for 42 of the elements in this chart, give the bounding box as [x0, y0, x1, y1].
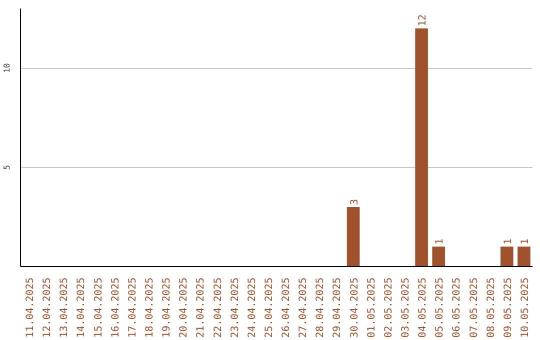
x-tick-label: 13.04.2025: [59, 277, 70, 338]
x-tick-label: 29.04.2025: [332, 277, 344, 338]
bar: [415, 28, 428, 266]
x-tick-label: 11.04.2025: [25, 277, 36, 338]
x-tick-label: 02.05.2025: [383, 277, 394, 338]
x-tick-label: 30.04.2025: [349, 277, 360, 338]
x-tick-label: 23.04.2025: [230, 277, 241, 338]
y-tick-label: 10: [2, 63, 12, 73]
data-label: 1: [502, 238, 514, 245]
x-tick-label: 25.04.2025: [264, 277, 275, 338]
data-label: 3: [349, 198, 360, 205]
x-tick-label: 22.04.2025: [212, 277, 224, 338]
x-tick-label: 28.04.2025: [315, 277, 326, 338]
x-tick-label: 20.04.2025: [178, 277, 190, 338]
x-tick-label: 06.05.2025: [452, 277, 463, 338]
x-tick-label: 15.04.2025: [93, 277, 104, 338]
x-tick-label: 07.05.2025: [468, 277, 480, 338]
x-tick-label: 16.04.2025: [110, 277, 122, 338]
x-tick-label: 04.05.2025: [418, 277, 429, 338]
data-label: 1: [434, 238, 446, 245]
bar: [518, 246, 530, 266]
x-tick-label: 10.05.2025: [520, 277, 531, 338]
bar: [346, 206, 360, 266]
data-label: 1: [520, 238, 531, 245]
x-tick-label: 19.04.2025: [162, 277, 173, 338]
bar: [432, 246, 446, 266]
x-tick-label: 03.05.2025: [400, 277, 412, 338]
x-tick-label: 08.05.2025: [486, 277, 497, 338]
x-tick-label: 05.05.2025: [434, 277, 446, 338]
y-tick-label: 5: [2, 164, 12, 170]
x-tick-label: 14.04.2025: [76, 277, 88, 338]
bar: [500, 246, 514, 266]
x-tick-label: 01.05.2025: [366, 277, 378, 338]
x-tick-label: 27.04.2025: [298, 277, 310, 338]
x-tick-label: 21.04.2025: [196, 277, 207, 338]
x-tick-label: 17.04.2025: [127, 277, 138, 338]
x-tick-label: 09.05.2025: [502, 277, 514, 338]
x-tick-label: 12.04.2025: [42, 277, 54, 338]
x-tick-label: 18.04.2025: [144, 277, 156, 338]
x-tick-label: 26.04.2025: [281, 277, 292, 338]
x-tick-label: 24.04.2025: [246, 277, 258, 338]
data-label: 12: [418, 14, 429, 26]
